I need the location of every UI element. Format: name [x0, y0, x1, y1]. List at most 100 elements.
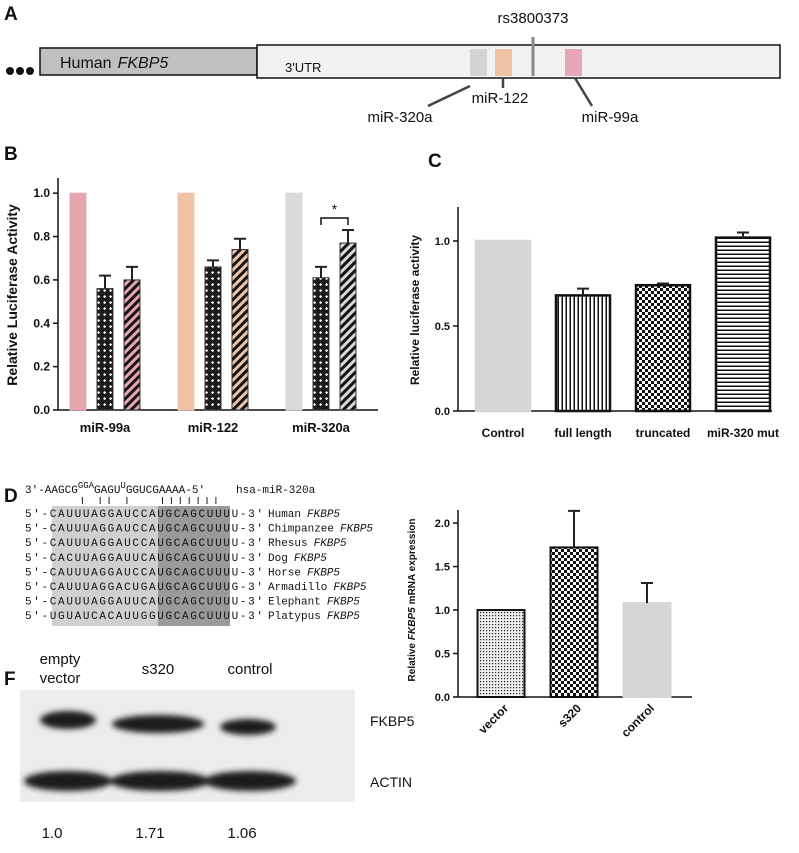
band	[40, 711, 96, 729]
error-bar	[342, 229, 354, 244]
species: Horse	[268, 567, 301, 579]
gene: FKBP5	[333, 582, 366, 594]
x-tick-label: miR-320 mut	[707, 426, 779, 440]
y-tick-label: 0.5	[435, 649, 450, 661]
gene-label: Human FKBP5	[60, 55, 168, 72]
ellipsis-dot	[26, 67, 34, 75]
bar	[634, 283, 692, 413]
y-tick-label: 1.0	[435, 605, 450, 617]
bar	[622, 602, 672, 699]
y-axis-label: Relative FKBP5 mRNA expression	[407, 519, 418, 682]
band	[24, 771, 112, 791]
y-tick-label: 0.6	[33, 273, 50, 287]
bar	[285, 192, 303, 411]
ortholog-species: Human FKBP5	[268, 509, 340, 521]
significance-bracket	[320, 217, 349, 226]
bar	[474, 239, 532, 413]
mirna-part: GGUCGAAAA-5′	[126, 485, 205, 497]
region-label: 3'UTR	[285, 60, 321, 75]
gene: FKBP5	[327, 597, 360, 609]
gene: FKBP5	[327, 611, 360, 623]
y-tick-label: 0.4	[33, 316, 50, 330]
y-tick-label: 1.0	[33, 186, 50, 200]
error-bar	[568, 509, 580, 548]
band-label: FKBP5	[370, 713, 415, 729]
gene: FKBP5	[307, 567, 340, 579]
x-tick-label: Control	[482, 426, 525, 440]
ortholog-sequence: 5′-CAUUUAGGAUCCAUGCAGCUUUU-3′	[25, 524, 263, 536]
blot-bands	[24, 711, 296, 791]
y-axis-label-part: Relative	[407, 643, 418, 682]
species: Armadillo	[268, 582, 327, 594]
x-tick-label: truncated	[636, 426, 691, 440]
lane-label: s320	[142, 661, 175, 678]
binding-site	[565, 49, 582, 76]
band	[112, 715, 204, 733]
mirna-part: U	[120, 481, 125, 491]
x-tick-label: full length	[554, 426, 611, 440]
panel-letter: C	[428, 151, 442, 172]
bar	[554, 294, 612, 413]
y-tick-label: 1.5	[435, 562, 450, 574]
band	[110, 771, 210, 791]
binding-site	[470, 49, 487, 76]
site-label: miR-320a	[367, 109, 433, 126]
y-tick-label: 0.2	[33, 360, 50, 374]
bar	[96, 288, 114, 411]
y-tick-label: 1.0	[435, 236, 450, 248]
error-bar	[99, 274, 111, 289]
band	[220, 719, 276, 735]
significance-label: *	[332, 201, 338, 217]
gene: FKBP5	[340, 524, 373, 536]
ortholog-species: Dog FKBP5	[268, 553, 327, 565]
panel-letter: F	[4, 669, 16, 690]
y-tick-label: 0.0	[33, 403, 50, 417]
species: Rhesus	[268, 538, 308, 550]
bar	[339, 242, 357, 411]
snp-label: rs3800373	[498, 10, 569, 27]
species: Platypus	[268, 611, 321, 623]
site-label: miR-99a	[582, 109, 639, 126]
mirna-sequence: 3′-AAGCGGGAGAGUUGGUCGAAAA-5′	[25, 481, 205, 497]
ortholog-sequence: 5′-UGUAUCACAUUGGUGCAGCUUUU-3′	[25, 611, 263, 623]
ortholog-species: Platypus FKBP5	[268, 611, 360, 623]
ortholog-species: Rhesus FKBP5	[268, 538, 347, 550]
lane-ratio: 1.71	[135, 825, 164, 842]
error-bar	[657, 282, 669, 286]
lane-label: control	[227, 661, 272, 678]
y-tick-label: 0.0	[435, 692, 450, 704]
ortholog-species: Horse FKBP5	[268, 567, 340, 579]
error-bar	[207, 259, 219, 267]
ortholog-sequence: 5′-CAUUUAGGACUGAUGCAGCUUUG-3′	[25, 582, 263, 594]
mirna-part: GAGU	[94, 485, 120, 497]
species: Elephant	[268, 597, 321, 609]
gene-prefix: Human	[60, 55, 112, 72]
y-tick-label: 2.0	[435, 518, 450, 530]
lane-ratio: 1.0	[42, 825, 63, 842]
ortholog-species: Chimpanzee FKBP5	[268, 524, 373, 536]
bar	[69, 192, 87, 411]
ellipsis-dot	[16, 67, 24, 75]
ortholog-sequence: 5′-CACUUAGGAUUCAUGCAGCUUUU-3′	[25, 553, 263, 565]
panel-letter: B	[4, 144, 18, 165]
x-tick-label: vector	[476, 701, 512, 737]
panel-letter: A	[4, 4, 18, 25]
ortholog-sequence: 5′-CAUUUAGGAUCCAUGCAGCUUUU-3′	[25, 538, 263, 550]
error-bar	[577, 287, 589, 296]
y-tick-label: 0.8	[33, 230, 50, 244]
y-axis-label: Relative Luciferase Activity	[4, 204, 20, 386]
bar	[204, 266, 222, 411]
gene-name: FKBP5	[118, 55, 169, 72]
x-tick-label: miR-122	[188, 420, 239, 435]
x-tick-label: miR-99a	[80, 420, 131, 435]
band-label: ACTIN	[370, 774, 412, 790]
error-bar	[126, 265, 138, 280]
ortholog-species: Armadillo FKBP5	[268, 582, 367, 594]
gene-box	[39, 47, 258, 76]
bar	[476, 609, 526, 698]
error-bar	[315, 265, 327, 278]
gene: FKBP5	[314, 538, 347, 550]
alignment-highlight	[52, 506, 158, 626]
bar	[549, 546, 599, 699]
